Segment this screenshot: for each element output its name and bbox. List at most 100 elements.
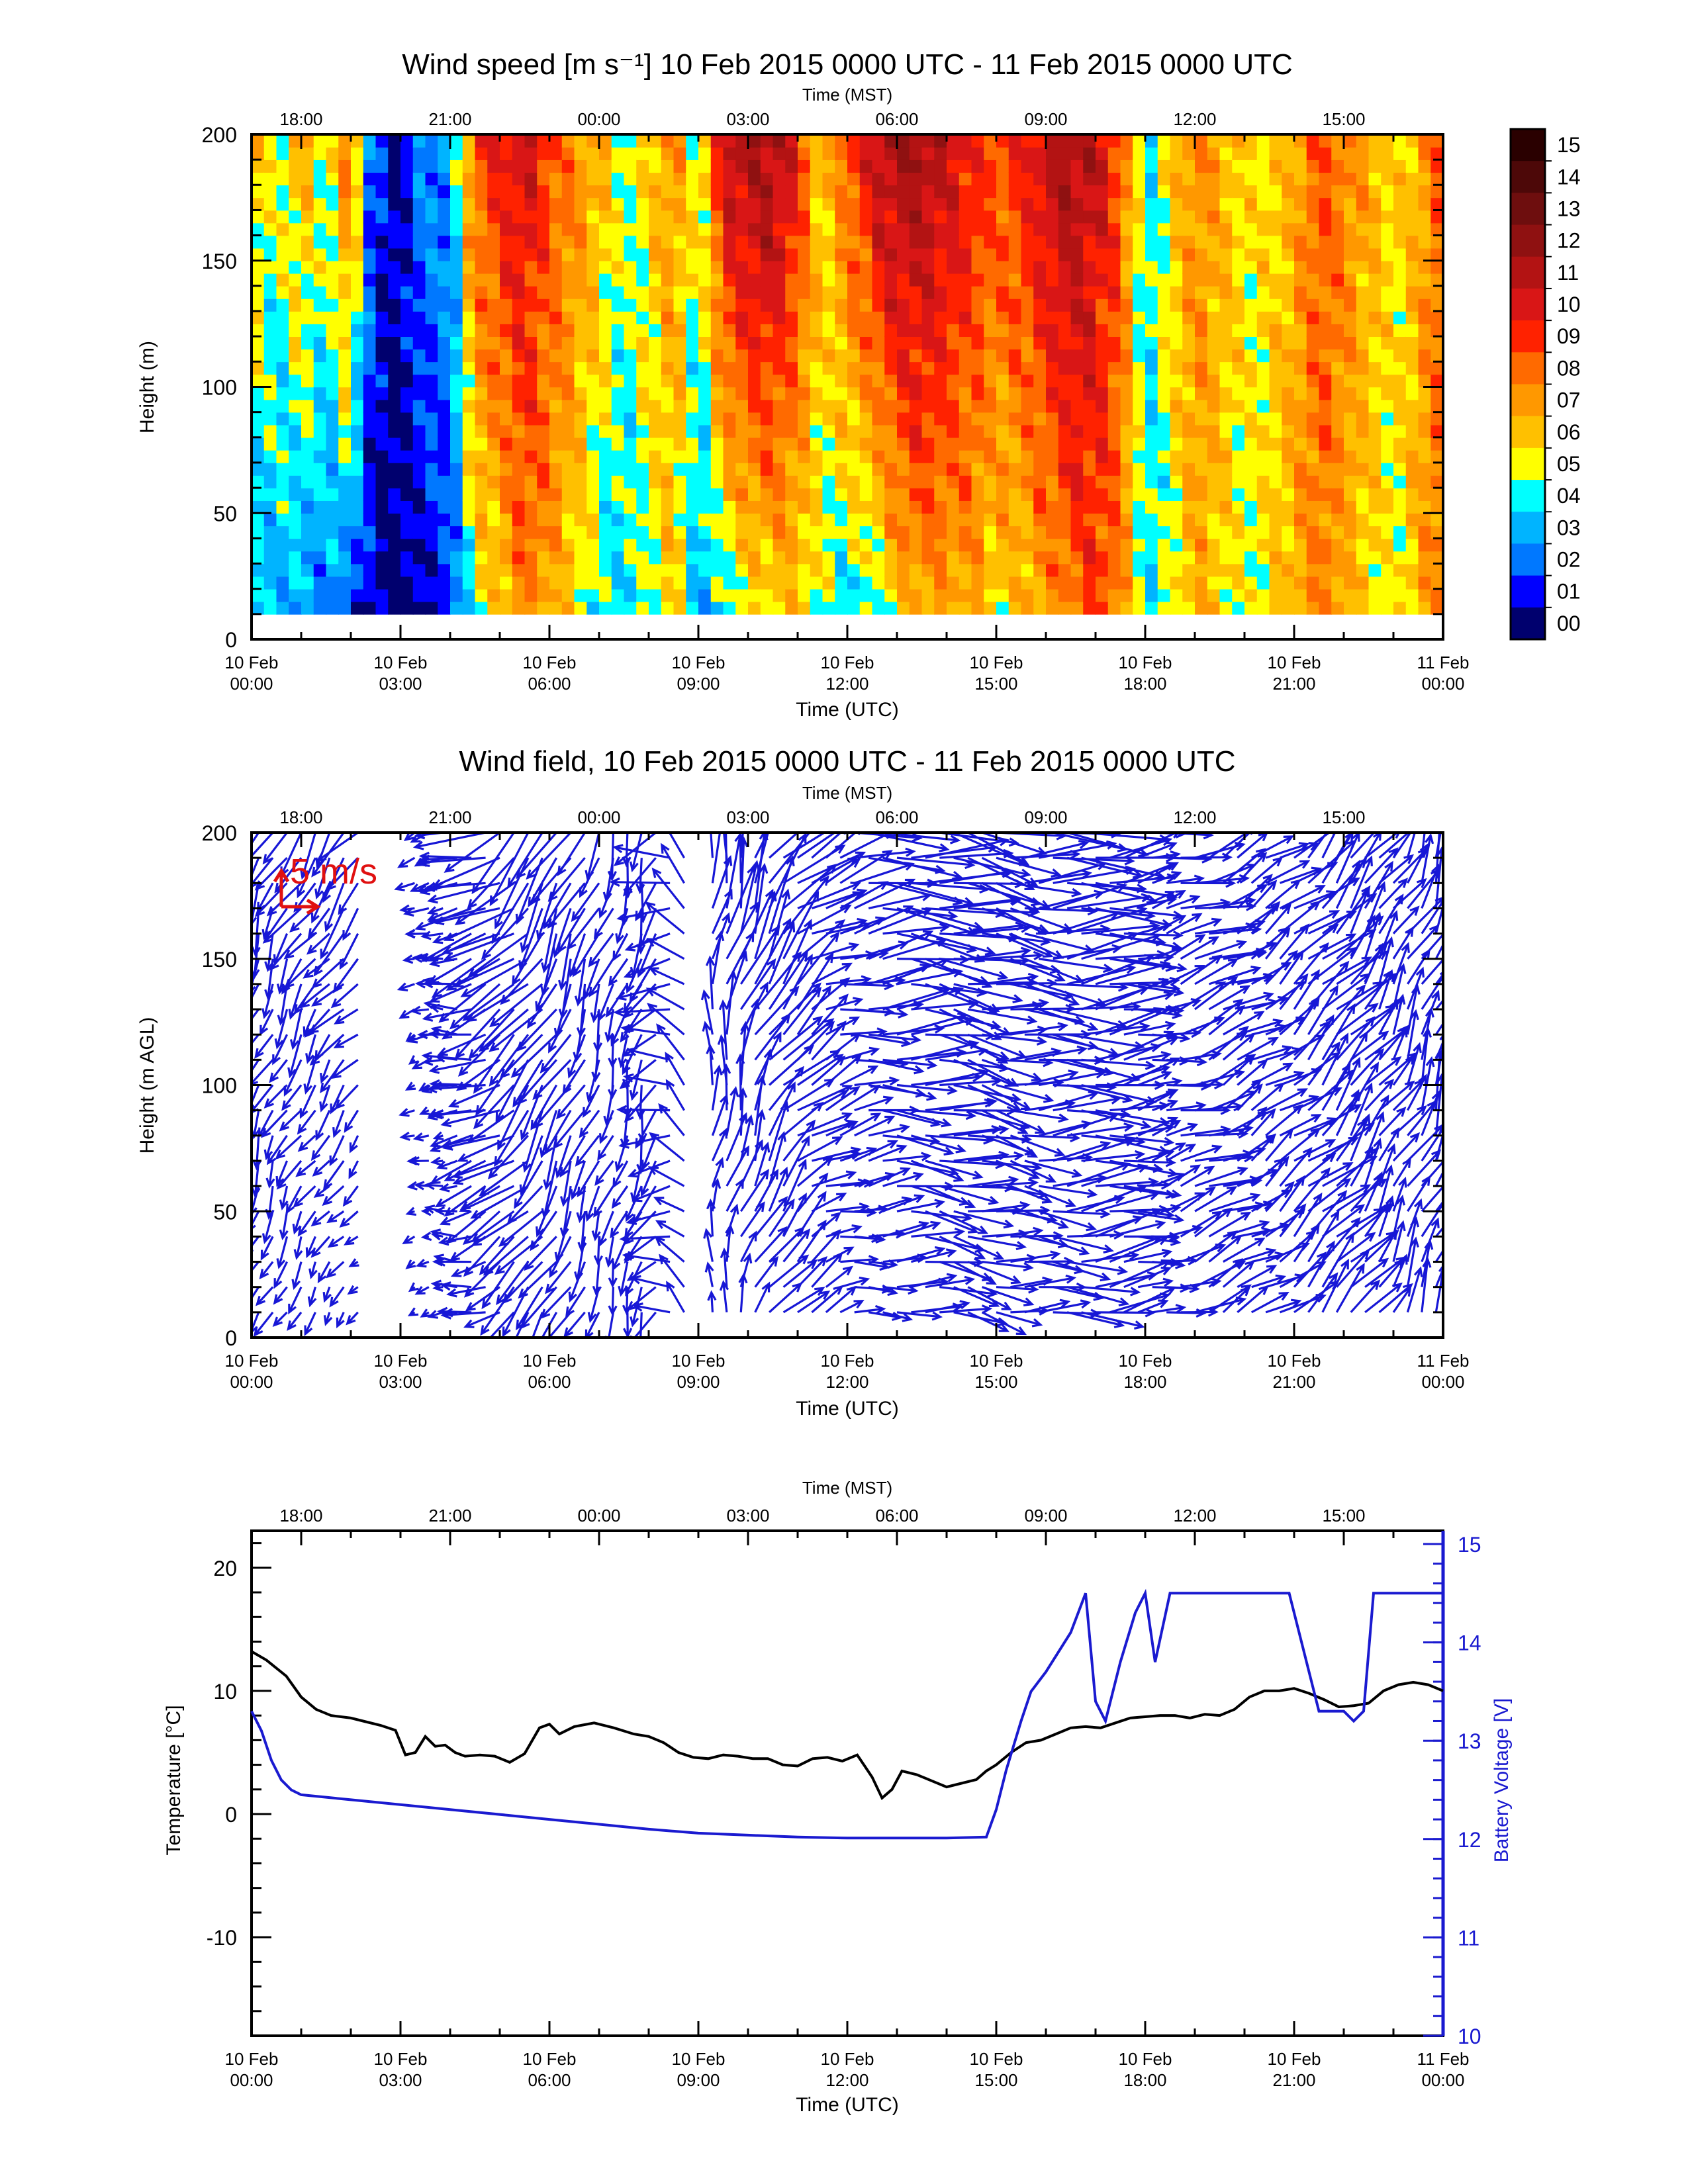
- wind-arrow-head: [540, 1340, 548, 1349]
- heatmap-cell: [252, 147, 265, 160]
- wind-arrow: [517, 1008, 557, 1051]
- heatmap-cell: [872, 260, 886, 274]
- heatmap-cell: [1145, 172, 1158, 186]
- heatmap-cell: [785, 336, 798, 350]
- heatmap-cell: [1256, 185, 1270, 199]
- heatmap-cell: [1368, 185, 1382, 199]
- heatmap-cell: [748, 551, 761, 565]
- heatmap-cell: [959, 475, 972, 488]
- heatmap-cell: [1145, 601, 1158, 615]
- heatmap-cell: [1418, 324, 1432, 337]
- heatmap-cell: [686, 172, 699, 186]
- heatmap-cell: [798, 361, 811, 375]
- heatmap-cell: [475, 349, 489, 363]
- heatmap-cell: [859, 260, 873, 274]
- heatmap-cell: [1331, 185, 1344, 199]
- heatmap-cell: [263, 437, 277, 451]
- wind-arrow-head: [524, 1260, 534, 1271]
- wind-arrow: [484, 1236, 529, 1275]
- wind-arrow-head: [632, 1302, 643, 1312]
- heatmap-cell: [984, 134, 997, 148]
- wind-arrow-head: [506, 1214, 517, 1225]
- heatmap-cell: [1269, 222, 1283, 236]
- wind-arrow-head: [444, 1172, 455, 1181]
- heatmap-cell: [710, 311, 724, 324]
- wind-arrow-head: [442, 1141, 453, 1151]
- heatmap-cell: [1033, 525, 1047, 539]
- wind-arrow: [666, 1282, 685, 1313]
- heatmap-cell: [537, 563, 550, 577]
- heatmap-cell: [735, 551, 749, 565]
- heatmap-cell: [599, 159, 612, 173]
- wind-arrow-head: [266, 1154, 277, 1165]
- heatmap-cell: [1008, 424, 1022, 438]
- wind-arrow: [540, 1034, 572, 1073]
- heatmap-cell: [351, 387, 364, 400]
- heatmap-cell: [462, 588, 476, 602]
- heatmap-cell: [723, 235, 737, 249]
- heatmap-cell: [1120, 248, 1134, 261]
- x-tick-label-time: 12:00: [825, 674, 868, 694]
- wind-arrow: [595, 1261, 600, 1295]
- heatmap-cell: [500, 147, 513, 160]
- heatmap-cell: [710, 134, 724, 148]
- heatmap-cell: [872, 437, 886, 451]
- heatmap-cell: [400, 588, 414, 602]
- heatmap-cell: [822, 336, 836, 350]
- heatmap-cell: [537, 222, 550, 236]
- heatmap-cell: [1393, 349, 1407, 363]
- heatmap-cell: [686, 147, 699, 160]
- wind-arrow: [543, 882, 572, 929]
- heatmap-cell: [301, 285, 314, 299]
- heatmap-cell: [897, 551, 910, 565]
- heatmap-cell: [798, 525, 811, 539]
- heatmap-cell: [1182, 538, 1196, 552]
- heatmap-cell: [798, 311, 811, 324]
- heatmap-cell: [1145, 424, 1158, 438]
- wind-arrow: [263, 1210, 274, 1242]
- heatmap-cell: [996, 222, 1009, 236]
- heatmap-cell: [1294, 147, 1307, 160]
- wind-arrow-head: [308, 1024, 319, 1034]
- wind-arrow: [287, 1311, 303, 1330]
- heatmap-cell: [289, 311, 302, 324]
- heatmap-cell: [1381, 449, 1394, 463]
- wind-arrow: [263, 833, 288, 864]
- heatmap-cell: [1331, 197, 1344, 211]
- heatmap-cell: [1083, 197, 1096, 211]
- wind-arrow-head: [646, 938, 657, 947]
- wind-arrow-head: [434, 1206, 445, 1216]
- heatmap-cell: [698, 185, 712, 199]
- heatmap-cell: [1083, 374, 1096, 388]
- heatmap-cell: [785, 222, 798, 236]
- heatmap-cell: [289, 449, 302, 463]
- heatmap-cell: [760, 449, 774, 463]
- heatmap-cell: [785, 475, 798, 488]
- heatmap-cell: [1405, 488, 1419, 501]
- heatmap-cell: [835, 159, 848, 173]
- heatmap-cell: [835, 273, 848, 287]
- heatmap-cell: [1418, 513, 1432, 527]
- wind-arrow-head: [604, 1257, 614, 1268]
- heatmap-cell: [289, 235, 302, 249]
- heatmap-cell: [1256, 285, 1270, 299]
- wind-arrow-head: [264, 989, 274, 1001]
- heatmap-cell: [847, 298, 861, 312]
- wind-arrow: [259, 1009, 274, 1034]
- heatmap-cell: [822, 185, 836, 199]
- heatmap-cell: [698, 273, 712, 287]
- heatmap-cell: [1393, 197, 1407, 211]
- heatmap-cell: [1070, 147, 1084, 160]
- heatmap-cell: [375, 576, 389, 590]
- wind-arrow-head: [563, 1327, 573, 1338]
- heatmap-cell: [798, 412, 811, 426]
- heatmap-cell: [586, 525, 600, 539]
- wind-arrow-head: [647, 1166, 659, 1175]
- wind-arrow-head: [655, 1220, 667, 1230]
- wind-arrow-head: [444, 1206, 455, 1217]
- heatmap-cell: [438, 248, 451, 261]
- heatmap-cell: [1219, 538, 1233, 552]
- heatmap-cell: [921, 260, 935, 274]
- heatmap-cell: [1344, 185, 1357, 199]
- heatmap-cell: [375, 324, 389, 337]
